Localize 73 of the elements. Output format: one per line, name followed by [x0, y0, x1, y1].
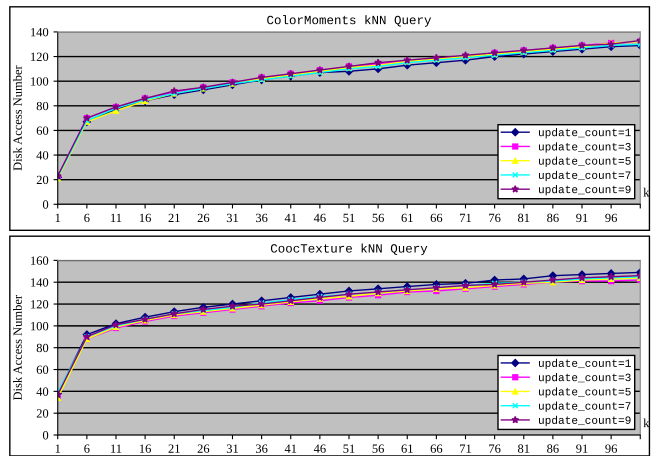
x-tick-label: 81	[518, 444, 530, 453]
x-tick-label: 66	[430, 444, 442, 453]
y-tick-label: 100	[31, 322, 48, 330]
x-tick-label: 61	[402, 214, 413, 222]
x-tick-label: 71	[460, 214, 471, 222]
legend-label: update_count=9	[539, 416, 631, 426]
legend-label: update_count=1	[539, 358, 631, 370]
x-tick-label: 21	[168, 444, 180, 453]
y-tick-label: 20	[36, 409, 48, 418]
y-tick-label: 40	[36, 387, 48, 396]
x-tick-label: 61	[402, 444, 413, 453]
x-tick-label: 41	[284, 444, 296, 453]
y-tick-label: 100	[31, 77, 48, 86]
legend-label: update_count=5	[539, 387, 631, 398]
y-axis-title: Disk Access Number	[13, 65, 22, 171]
x-tick-label: 51	[343, 444, 354, 453]
legend-label: update_count=3	[539, 373, 631, 384]
x-tick-label: 76	[489, 214, 500, 222]
y-tick-label: 160	[31, 256, 48, 265]
chart-title: ColorMoments kNN Query	[267, 15, 432, 27]
x-tick-label: 31	[226, 214, 238, 222]
x-tick-label: 46	[314, 214, 326, 222]
y-tick-label: 60	[36, 126, 48, 135]
legend-label: update_count=3	[539, 142, 631, 153]
legend-label: update_count=1	[539, 128, 631, 138]
x-tick-label: 1	[56, 214, 60, 222]
x-tick-label: 76	[489, 444, 500, 453]
y-tick-label: 40	[36, 151, 48, 160]
x-tick-label: 46	[314, 444, 326, 453]
legend-label: update_count=9	[539, 185, 631, 196]
x-tick-label: 91	[576, 444, 588, 453]
y-tick-label: 0	[42, 431, 48, 440]
x-axis-title: k	[643, 418, 650, 428]
legend-label: update_count=7	[539, 402, 630, 412]
x-tick-label: 16	[140, 214, 151, 222]
x-tick-label: 56	[372, 444, 384, 453]
x-tick-label: 31	[226, 444, 238, 453]
x-tick-label: 11	[111, 444, 122, 453]
chart-title: CoocTexture kNN Query	[270, 243, 428, 256]
x-tick-label: 81	[518, 214, 530, 222]
y-tick-label: 140	[31, 278, 48, 287]
y-tick-label: 80	[36, 344, 48, 352]
x-axis-title: k	[643, 188, 650, 196]
y-tick-label: 120	[31, 52, 48, 62]
y-tick-label: 140	[31, 28, 48, 36]
x-tick-label: 96	[605, 444, 618, 453]
x-tick-label: 51	[343, 214, 354, 222]
x-tick-label: 86	[547, 214, 559, 222]
y-tick-label: 60	[36, 366, 48, 374]
y-tick-label: 80	[36, 102, 48, 110]
x-tick-label: 21	[168, 214, 180, 222]
x-tick-label: 66	[430, 214, 442, 222]
y-axis-title: Disk Access Number	[13, 295, 22, 400]
x-tick-label: 71	[460, 444, 471, 453]
x-tick-label: 26	[198, 214, 210, 222]
x-tick-label: 36	[256, 444, 268, 453]
x-tick-label: 86	[547, 444, 559, 453]
x-tick-label: 16	[140, 444, 151, 453]
y-tick-label: 20	[36, 176, 48, 184]
x-tick-label: 36	[256, 214, 268, 222]
x-tick-label: 91	[576, 214, 588, 222]
y-tick-label: 0	[42, 200, 48, 209]
x-tick-label: 6	[84, 214, 90, 222]
x-tick-label: 26	[198, 444, 210, 453]
x-tick-label: 6	[84, 444, 90, 453]
x-tick-label: 96	[605, 214, 618, 222]
legend-label: update_count=7	[539, 170, 630, 182]
x-tick-label: 41	[284, 214, 296, 222]
x-tick-label: 1	[56, 444, 60, 453]
legend-label: update_count=5	[539, 156, 631, 167]
y-tick-label: 120	[31, 300, 48, 308]
x-tick-label: 11	[111, 214, 122, 222]
x-tick-label: 56	[372, 214, 384, 222]
